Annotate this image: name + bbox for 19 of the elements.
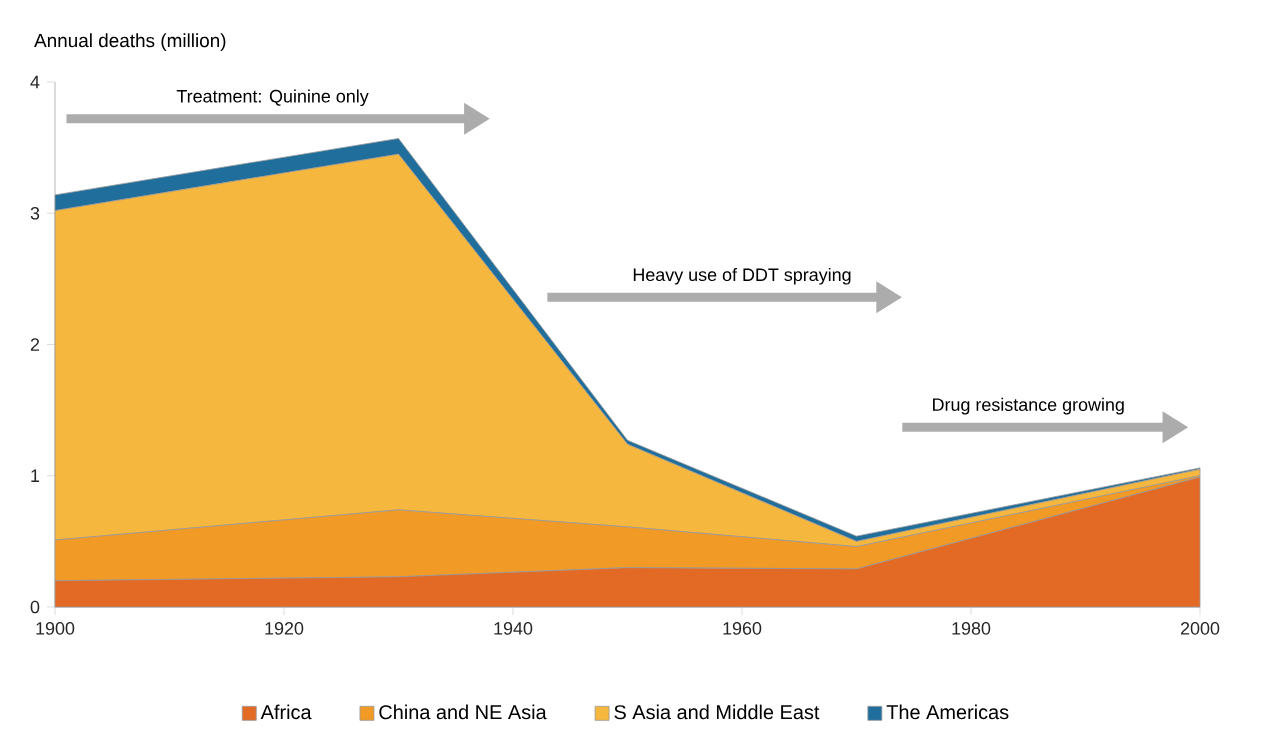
x-tick-label: 1920 <box>265 622 304 635</box>
y-tick-label: 2 <box>30 338 40 351</box>
x-tick-label: 1900 <box>36 622 75 635</box>
legend-label: The Americas <box>886 704 1009 720</box>
legend-label: China and NE Asia <box>379 704 547 720</box>
x-tick-label: 2000 <box>1180 622 1220 635</box>
annotation: Heavy use of DDT spraying <box>633 267 851 285</box>
x-tick-label: 1980 <box>952 622 991 635</box>
y-tick-label: 4 <box>30 75 40 89</box>
y-tick-label: 1 <box>31 469 40 482</box>
x-tick-label: 1960 <box>723 622 762 635</box>
x-tick-label: 1940 <box>494 622 533 635</box>
y-tick-label: 0 <box>30 600 40 614</box>
annotation: Drug resistance growing <box>933 397 1124 415</box>
y-tick-label: 3 <box>30 206 40 220</box>
y-axis-title: Annual deaths (million) <box>34 33 226 51</box>
legend-label: Africa <box>260 704 312 720</box>
annotation: Treatment: Quinine only <box>176 89 369 107</box>
legend-label: S Asia and Middle East <box>614 704 820 720</box>
